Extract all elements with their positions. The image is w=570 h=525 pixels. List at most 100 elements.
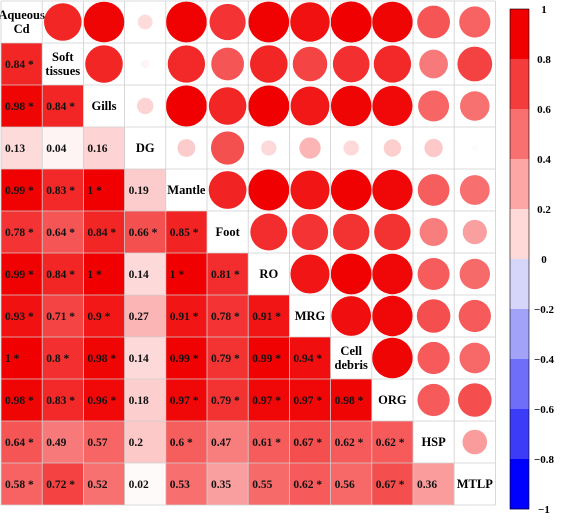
correlation-circle xyxy=(458,299,491,333)
cell-value-label: 0.91 * xyxy=(252,311,281,323)
heatmap-cell xyxy=(289,463,331,505)
heatmap-cell xyxy=(1,127,43,169)
cell-value-label: 0.85 * xyxy=(170,227,199,239)
cell-value-label: 0.99 * xyxy=(252,353,281,365)
cell-value-label: 0.97 * xyxy=(252,395,281,407)
correlation-circle xyxy=(471,145,478,151)
correlation-circle xyxy=(248,1,290,43)
correlation-circle xyxy=(250,45,288,83)
colorbar-segment xyxy=(510,209,529,260)
cell-value-label: 0.13 xyxy=(5,143,25,155)
cell-value-label: 0.35 xyxy=(211,479,231,491)
heatmap-cell xyxy=(83,337,125,379)
correlation-circle xyxy=(167,45,206,83)
correlation-circle xyxy=(211,47,245,81)
heatmap-cell xyxy=(124,379,166,421)
correlation-circle xyxy=(372,295,413,337)
correlation-circle xyxy=(372,337,413,379)
cell-value-label: 0.96 * xyxy=(87,395,116,407)
cell-value-label: 0.02 xyxy=(129,479,149,491)
cell-value-label: 0.98 * xyxy=(5,395,34,407)
cell-value-label: 0.67 * xyxy=(293,437,322,449)
variable-label: Mantle xyxy=(167,183,206,197)
colorbar-segment xyxy=(510,459,529,510)
cell-value-label: 0.19 xyxy=(129,185,149,197)
cell-value-label: 0.62 * xyxy=(335,437,364,449)
heatmap-cell xyxy=(42,295,84,337)
heatmap-cell xyxy=(248,421,290,463)
correlation-circle xyxy=(418,90,450,122)
correlation-circle xyxy=(137,14,153,30)
cell-value-label: 0.94 * xyxy=(293,353,322,365)
heatmap-cell xyxy=(371,421,413,463)
variable-label: ORG xyxy=(378,393,407,407)
heatmap-cell xyxy=(42,463,84,505)
heatmap-cell xyxy=(1,295,43,337)
correlation-circle xyxy=(459,342,491,374)
correlation-circle xyxy=(137,97,154,115)
colorbar-segment xyxy=(510,109,529,160)
variable-label: DG xyxy=(136,141,155,155)
cell-value-label: 0.61 * xyxy=(252,437,281,449)
cell-value-label: 0.83 * xyxy=(46,395,75,407)
cell-value-label: 0.84 * xyxy=(46,101,75,113)
heatmap-cell xyxy=(248,295,290,337)
cell-value-label: 0.47 xyxy=(211,437,231,449)
variable-label: Cd xyxy=(14,22,30,36)
heatmap-cell xyxy=(124,421,166,463)
variable-label: Soft xyxy=(52,50,74,64)
colorbar-segment xyxy=(510,359,529,410)
cell-value-label: 0.78 * xyxy=(5,227,34,239)
heatmap-cell xyxy=(83,211,125,253)
heatmap-cell xyxy=(165,211,207,253)
cell-value-label: 0.93 * xyxy=(5,311,34,323)
correlation-circle xyxy=(417,341,450,375)
correlation-circle xyxy=(417,383,450,417)
heatmap-cell xyxy=(42,211,84,253)
correlation-circle xyxy=(208,87,247,125)
cell-value-label: 0.14 xyxy=(129,353,149,365)
cell-value-label: 0.04 xyxy=(46,143,66,155)
variable-label: MRG xyxy=(295,309,326,323)
cell-value-label: 0.99 * xyxy=(170,353,199,365)
cell-value-label: 0.91 * xyxy=(170,311,199,323)
correlation-circle xyxy=(372,253,413,295)
heatmap-cell xyxy=(248,463,290,505)
heatmap-cell xyxy=(1,421,43,463)
cell-value-label: 0.18 xyxy=(129,395,149,407)
cell-value-label: 0.79 * xyxy=(211,353,240,365)
heatmap-cell xyxy=(1,43,43,85)
correlation-circle xyxy=(248,169,290,211)
cell-value-label: 0.66 * xyxy=(129,227,158,239)
correlation-circle xyxy=(330,169,372,211)
cell-value-label: 0.84 * xyxy=(5,59,34,71)
heatmap-cell xyxy=(124,463,166,505)
correlation-circle xyxy=(85,45,123,83)
heatmap-cell xyxy=(207,337,249,379)
cell-value-label: 0.56 xyxy=(335,479,355,491)
cell-value-label: 0.64 * xyxy=(5,437,34,449)
correlation-circle xyxy=(291,213,329,251)
correlation-circle xyxy=(209,3,246,41)
correlation-circle xyxy=(373,45,412,83)
colorbar-tick-label: 0 xyxy=(541,254,547,266)
variable-label: Foot xyxy=(215,225,240,239)
correlation-circle xyxy=(299,137,321,159)
variable-label: Gills xyxy=(91,99,116,113)
cell-value-label: 0.83 * xyxy=(46,185,75,197)
heatmap-cell xyxy=(248,379,290,421)
correlation-circle xyxy=(141,59,150,69)
heatmap-cell xyxy=(124,295,166,337)
heatmap-cell xyxy=(83,379,125,421)
heatmap-cell xyxy=(83,463,125,505)
cell-value-label: 0.49 xyxy=(46,437,66,449)
heatmap-cell xyxy=(124,337,166,379)
correlation-circle xyxy=(417,257,450,291)
variable-label: Aqueous xyxy=(0,8,45,22)
heatmap-cell xyxy=(1,379,43,421)
correlation-circle xyxy=(416,299,451,333)
heatmap-cell xyxy=(330,463,372,505)
heatmap-cell xyxy=(207,253,249,295)
cell-value-label: 0.98 * xyxy=(335,395,364,407)
